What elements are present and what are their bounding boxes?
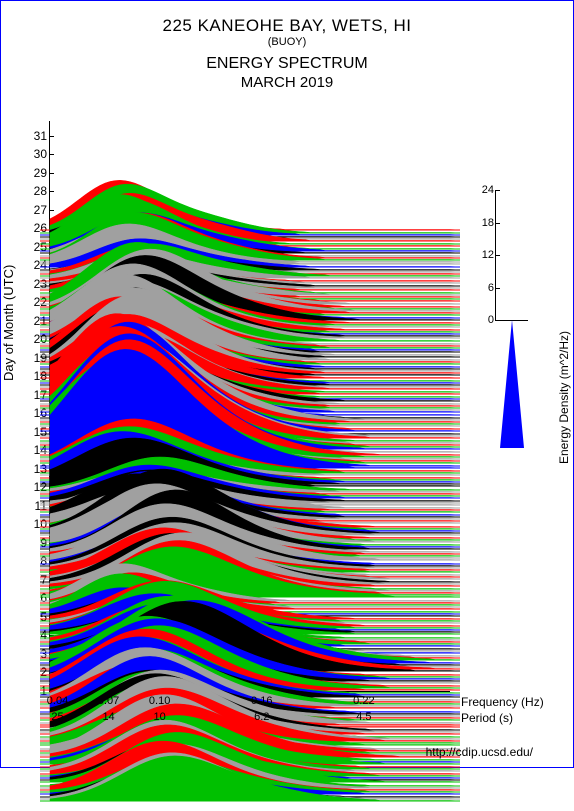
x-tick: 10 <box>154 711 166 723</box>
x-tick: 25 <box>51 711 63 723</box>
y-axis-label: Day of Month (UTC) <box>1 265 16 381</box>
legend-tick: 12 <box>474 249 494 261</box>
legend-tick: 0 <box>474 314 494 326</box>
chart-date: MARCH 2019 <box>1 74 573 93</box>
x-tick: 0.22 <box>353 695 374 707</box>
x-axis-freq-label: Frequency (Hz) <box>461 695 544 709</box>
x-tick: 14 <box>102 711 114 723</box>
title-block: 225 KANEOHE BAY, WETS, HI (BUOY) ENERGY … <box>1 1 573 93</box>
station-subtitle: (BUOY) <box>1 36 573 50</box>
x-tick: 0.07 <box>98 695 119 707</box>
page-frame: 225 KANEOHE BAY, WETS, HI (BUOY) ENERGY … <box>0 0 574 768</box>
x-tick: 6.2 <box>254 711 269 723</box>
station-title: 225 KANEOHE BAY, WETS, HI <box>1 15 573 36</box>
legend-tick: 18 <box>474 217 494 229</box>
source-url: http://cdip.ucsd.edu/ <box>426 745 533 759</box>
legend-tick: 6 <box>474 282 494 294</box>
legend-axis: 06121824 <box>495 190 528 321</box>
x-tick: 0.04 <box>47 695 68 707</box>
x-tick: 0.10 <box>149 695 170 707</box>
legend-tick: 24 <box>474 184 494 196</box>
x-tick: 4.5 <box>356 711 371 723</box>
spectrum-plot <box>49 121 450 692</box>
x-axis-period-label: Period (s) <box>461 711 513 725</box>
x-tick: 0.16 <box>251 695 272 707</box>
legend-label: Energy Density (m^2/Hz) <box>557 331 571 464</box>
energy-density-legend: 06121824 Energy Density (m^2/Hz) <box>495 181 555 321</box>
chart-title: ENERGY SPECTRUM <box>1 54 573 74</box>
